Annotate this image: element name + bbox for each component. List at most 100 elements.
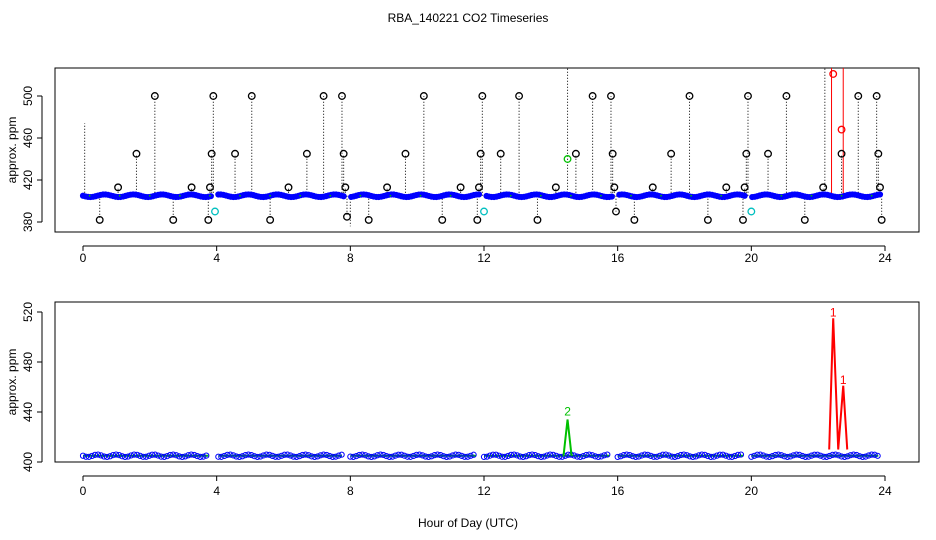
- green-peak-label: 2: [564, 405, 571, 419]
- bottom-y-axis: 400 440 480 520: [21, 302, 43, 472]
- spike-point: [383, 183, 392, 192]
- baseline-point: [302, 451, 309, 458]
- bottom-y-tick-label: 480: [21, 352, 35, 372]
- baseline-point: [544, 452, 551, 459]
- baseline-point: [272, 453, 279, 460]
- baseline-point: [395, 451, 402, 458]
- baseline-point: [100, 453, 108, 460]
- baseline-point: [722, 452, 730, 459]
- baseline-point: [662, 451, 669, 458]
- baseline-green-dot: [630, 194, 632, 197]
- baseline-point: [149, 451, 156, 458]
- baseline-point: [287, 452, 294, 459]
- spike-point: [338, 92, 346, 100]
- baseline-point: [458, 452, 465, 459]
- baseline-point: [617, 453, 624, 460]
- baseline-point: [647, 452, 654, 459]
- baseline-point: [719, 451, 727, 458]
- baseline-point: [335, 452, 342, 459]
- baseline-green-dot: [690, 194, 693, 197]
- baseline-point: [389, 453, 396, 460]
- baseline-point: [701, 451, 708, 459]
- baseline-point: [320, 451, 327, 458]
- baseline-point: [716, 451, 724, 458]
- spike-point: [478, 92, 487, 100]
- baseline-point: [167, 451, 174, 459]
- spike-point: [876, 183, 884, 192]
- baseline-point: [422, 453, 429, 460]
- top-y-axis: 380 420 460 500: [21, 86, 43, 232]
- spike-point: [740, 183, 749, 192]
- spike-point: [475, 183, 483, 192]
- baseline-point: [461, 453, 468, 460]
- baseline-point: [641, 451, 648, 458]
- baseline-point: [419, 452, 426, 459]
- baseline-point: [483, 453, 491, 460]
- spike-point: [302, 149, 311, 158]
- top-y-tick-label: 420: [21, 170, 35, 190]
- baseline-point: [820, 453, 827, 460]
- baseline-point: [856, 453, 863, 460]
- baseline-point: [725, 453, 733, 460]
- baseline-point: [278, 452, 285, 459]
- baseline-green-dot: [780, 194, 783, 197]
- baseline-point: [644, 451, 651, 458]
- baseline-point: [553, 452, 560, 459]
- spike-point: [132, 149, 141, 158]
- bottom-plot-frame: [54, 301, 920, 463]
- baseline-point: [443, 453, 450, 461]
- baseline-point: [128, 452, 135, 459]
- spike-point: [343, 212, 351, 221]
- spike-point: [364, 215, 373, 224]
- baseline-point: [170, 451, 177, 458]
- baseline-point: [401, 452, 408, 459]
- top-panel: approx. ppm 0 4 8 12 16 20 24 380 420 460 500: [5, 67, 920, 265]
- baseline-point: [526, 452, 533, 459]
- baseline-point: [227, 451, 234, 458]
- baseline-point: [350, 453, 357, 461]
- baseline-point: [614, 453, 621, 461]
- baseline-point: [868, 451, 875, 458]
- top-x-tick-label: 8: [347, 251, 354, 265]
- red-point: [837, 125, 846, 134]
- baseline-point: [374, 452, 381, 459]
- spike-point: [630, 215, 639, 224]
- baseline-point: [368, 453, 375, 461]
- baseline-point: [838, 453, 845, 460]
- baseline-point: [802, 453, 809, 460]
- baseline-point: [383, 452, 390, 460]
- baseline-point: [865, 452, 872, 459]
- baseline-point: [115, 451, 123, 459]
- baseline-point: [680, 451, 687, 458]
- baseline-point: [207, 193, 214, 200]
- spike-point: [207, 149, 216, 158]
- baseline-point: [410, 452, 417, 460]
- spike-point: [473, 215, 482, 224]
- baseline-point: [236, 453, 243, 461]
- baseline-point: [79, 452, 87, 459]
- baseline-green-dot: [569, 194, 572, 197]
- baseline-point: [683, 452, 690, 459]
- spike-point: [739, 215, 747, 224]
- spike-point: [231, 149, 239, 158]
- baseline-point: [495, 452, 503, 459]
- bottom-y-axis-label: approx. ppm: [5, 349, 19, 416]
- baseline-point: [179, 453, 186, 461]
- baseline-point: [538, 453, 545, 461]
- baseline-point: [698, 451, 705, 458]
- bottom-series: 2 1 1: [79, 305, 881, 461]
- baseline-point: [498, 453, 506, 460]
- baseline-point: [200, 453, 207, 460]
- baseline-point: [365, 453, 372, 460]
- baseline-point: [224, 451, 231, 458]
- spike-point: [837, 149, 846, 158]
- baseline-point: [766, 453, 773, 461]
- spike-point: [496, 149, 505, 158]
- baseline-point: [251, 453, 258, 460]
- bottom-x-tick-label: 12: [477, 484, 491, 498]
- baseline-point: [635, 453, 642, 460]
- baseline-point: [323, 451, 330, 459]
- bottom-x-tick-label: 4: [213, 484, 220, 498]
- spike-point: [438, 215, 447, 224]
